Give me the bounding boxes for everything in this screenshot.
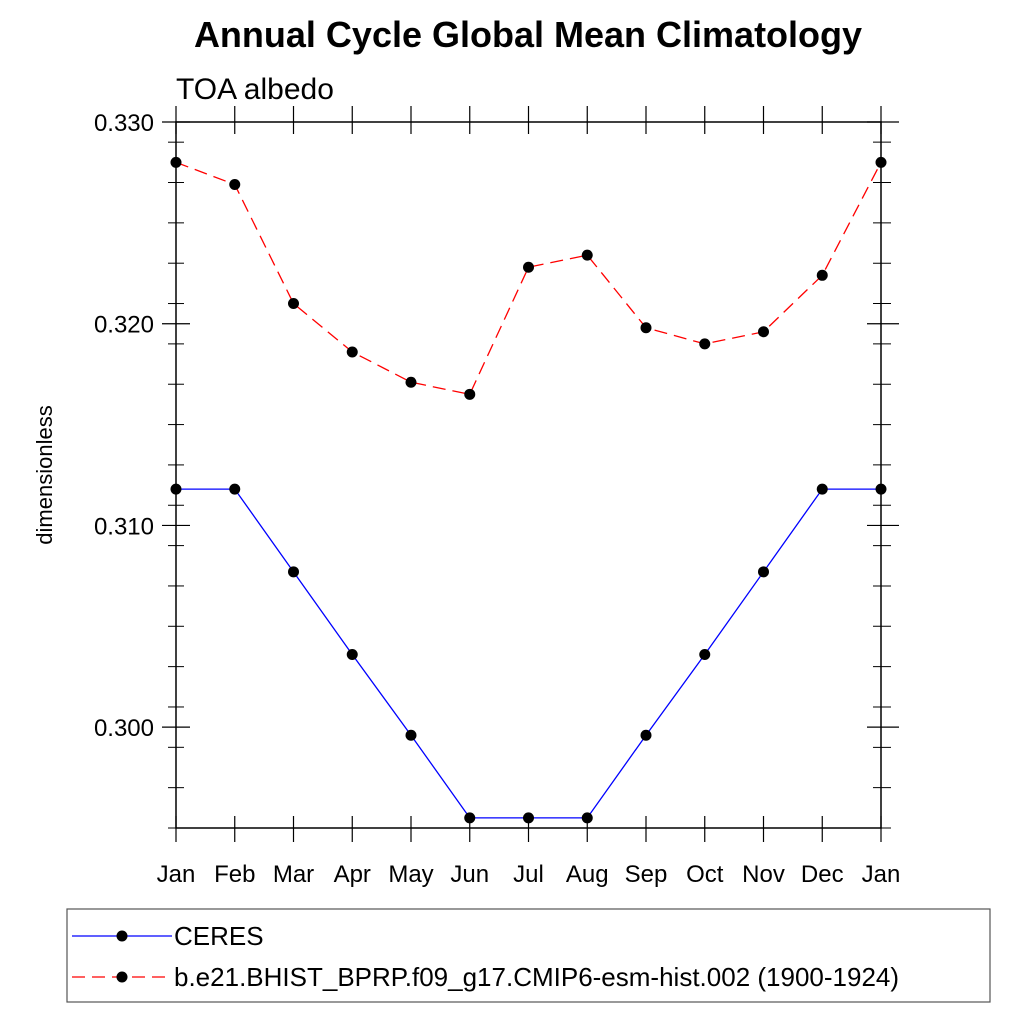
x-tick-label: Jan [862,861,901,888]
data-point [464,388,476,400]
x-tick-label: Mar [273,861,314,888]
data-point [758,326,769,338]
x-tick-label: Sep [625,861,668,888]
data-point [699,338,711,350]
legend-marker-1 [116,971,128,983]
data-point [170,156,182,168]
legend-label-0: CERES [174,921,264,951]
x-tick-label: Jan [157,861,196,888]
legend-label-1: b.e21.BHIST_BPRP.f09_g17.CMIP6-esm-hist.… [174,962,899,992]
legend-box [66,908,991,1003]
major-ticks [162,106,899,842]
plot-frame [175,121,882,829]
data-point [640,322,652,334]
data-point [288,298,299,310]
data-point [229,483,241,495]
data-point [875,483,887,495]
series-points [170,156,887,824]
data-point [699,649,711,661]
y-tick-labels: 0.300 0.310 0.320 0.330 [94,110,154,742]
data-point [405,729,417,741]
data-point [816,269,828,281]
data-point [523,812,534,824]
x-tick-label: Feb [214,861,255,888]
data-point [288,566,299,578]
data-point [464,812,476,824]
x-tick-label: Jul [513,861,544,888]
data-point [346,346,358,358]
x-tick-labels: Jan Feb Mar Apr May Jun Jul Aug Sep Oct Nov Dec Jan [157,861,901,888]
chart-title: Annual Cycle Global Mean Climatology [194,14,862,55]
legend-entries: CERES b.e21.BHIST_BPRP.f09_g17.CMIP6-esm-… [72,921,899,992]
data-point [523,261,534,273]
data-point [875,156,887,168]
data-point [640,729,652,741]
y-axis-label: dimensionless [32,405,57,544]
x-tick-label: Aug [566,861,609,888]
y-tick-label: 0.330 [94,110,154,137]
data-point [581,249,593,261]
x-tick-label: Jun [450,861,489,888]
chart-subtitle: TOA albedo [176,73,334,106]
x-tick-label: May [388,861,433,888]
data-point [816,483,828,495]
data-point [170,483,182,495]
data-point [758,566,769,578]
y-tick-label: 0.300 [94,715,154,742]
y-tick-label: 0.310 [94,513,154,540]
y-tick-label: 0.320 [94,312,154,339]
legend: CERES b.e21.BHIST_BPRP.f09_g17.CMIP6-esm-… [66,908,991,1003]
x-tick-label: Dec [801,861,844,888]
x-tick-label: Apr [334,861,371,888]
data-point [405,376,417,388]
data-point [581,812,593,824]
data-point [229,179,241,191]
x-tick-label: Nov [742,861,785,888]
x-tick-label: Oct [686,861,724,888]
data-point [346,649,358,661]
legend-marker-0 [116,930,128,942]
